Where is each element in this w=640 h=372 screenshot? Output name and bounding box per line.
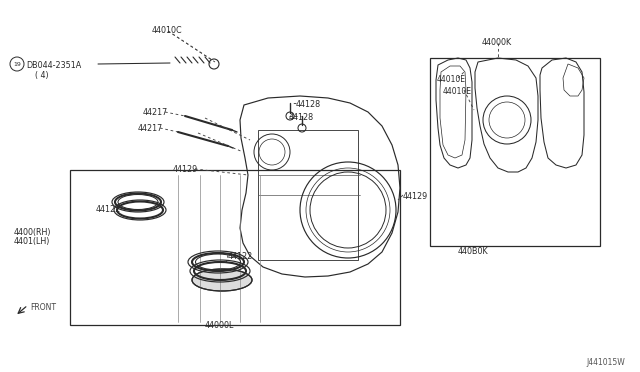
Text: FRONT: FRONT bbox=[30, 303, 56, 312]
Text: 44129: 44129 bbox=[173, 165, 198, 174]
Text: 44000K: 44000K bbox=[482, 38, 512, 47]
Text: DB044-2351A: DB044-2351A bbox=[26, 61, 81, 70]
Text: 44129: 44129 bbox=[403, 192, 428, 201]
Text: ( 4): ( 4) bbox=[35, 71, 49, 80]
Text: 44217: 44217 bbox=[143, 108, 168, 117]
Text: 440B0K: 440B0K bbox=[458, 247, 488, 256]
Text: 44128: 44128 bbox=[296, 100, 321, 109]
Text: 44010E: 44010E bbox=[443, 87, 472, 96]
Bar bbox=[430, 58, 600, 246]
Text: J441015W: J441015W bbox=[586, 358, 625, 367]
Text: 44217: 44217 bbox=[138, 124, 163, 133]
Text: 4400(RH): 4400(RH) bbox=[14, 228, 51, 237]
Text: 44122: 44122 bbox=[96, 205, 121, 214]
Text: 44010C: 44010C bbox=[152, 26, 182, 35]
Text: 44128: 44128 bbox=[289, 113, 314, 122]
Text: 44122: 44122 bbox=[228, 252, 253, 261]
Text: 44000L: 44000L bbox=[205, 321, 234, 330]
Bar bbox=[258, 130, 358, 260]
Bar bbox=[70, 170, 400, 325]
Text: 19: 19 bbox=[13, 61, 21, 67]
Text: 4401(LH): 4401(LH) bbox=[14, 237, 51, 246]
Text: 44010E: 44010E bbox=[437, 75, 466, 84]
Ellipse shape bbox=[192, 269, 252, 291]
